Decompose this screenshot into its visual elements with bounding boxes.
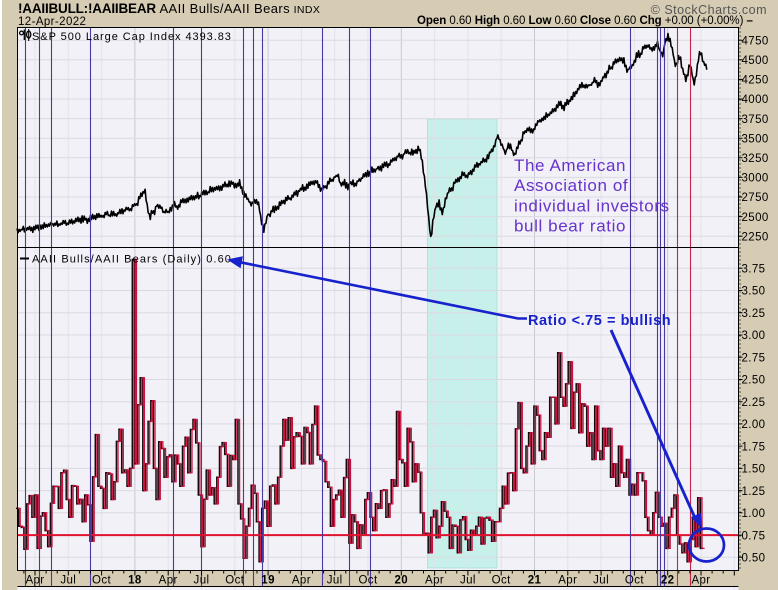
svg-text:1.25: 1.25: [742, 486, 766, 498]
svg-text:Jul: Jul: [194, 575, 210, 587]
svg-text:20: 20: [395, 575, 409, 587]
svg-text:Oct: Oct: [358, 575, 377, 587]
svg-text:Apr: Apr: [25, 575, 44, 587]
svg-text:3250: 3250: [742, 153, 769, 165]
svg-text:2.50: 2.50: [742, 375, 766, 387]
svg-text:1.50: 1.50: [742, 464, 766, 476]
svg-text:4000: 4000: [742, 94, 769, 106]
svg-text:Jul: Jul: [60, 575, 76, 587]
svg-text:3.50: 3.50: [742, 286, 766, 298]
svg-text:Oct: Oct: [225, 575, 244, 587]
svg-text:3000: 3000: [742, 173, 769, 185]
svg-text:4750: 4750: [742, 35, 769, 47]
svg-text:Oct: Oct: [492, 575, 511, 587]
svg-text:AAII Bulls/AAII Bears (Daily): AAII Bulls/AAII Bears (Daily) 0.60: [32, 254, 232, 266]
svg-text:19: 19: [261, 575, 275, 587]
svg-text:2750: 2750: [742, 192, 769, 204]
svg-text:Apr: Apr: [292, 575, 311, 587]
svg-text:0.50: 0.50: [742, 553, 766, 565]
svg-text:The American: The American: [514, 156, 626, 175]
svg-text:Apr: Apr: [159, 575, 178, 587]
svg-text:2.25: 2.25: [742, 397, 766, 409]
svg-text:18: 18: [128, 575, 142, 587]
svg-text:1.75: 1.75: [742, 441, 766, 453]
svg-text:Apr: Apr: [558, 575, 577, 587]
svg-text:Apr: Apr: [691, 575, 710, 587]
svg-text:2250: 2250: [742, 231, 769, 243]
svg-text:individual investors: individual investors: [514, 196, 670, 215]
svg-text:2500: 2500: [742, 212, 769, 224]
svg-text:Ratio <.75 = bullish: Ratio <.75 = bullish: [528, 313, 671, 329]
svg-text:S&P 500 Large Cap Index 4393.8: S&P 500 Large Cap Index 4393.83: [32, 31, 232, 43]
svg-text:21: 21: [528, 575, 542, 587]
svg-text:1.00: 1.00: [742, 508, 766, 520]
svg-text:22: 22: [661, 575, 675, 587]
svg-text:4250: 4250: [742, 75, 769, 87]
svg-text:Oct: Oct: [625, 575, 644, 587]
svg-text:Jul: Jul: [460, 575, 476, 587]
svg-text:Apr: Apr: [425, 575, 444, 587]
svg-text:3750: 3750: [742, 114, 769, 126]
svg-text:Jul: Jul: [327, 575, 343, 587]
svg-text:3500: 3500: [742, 133, 769, 145]
svg-text:2.75: 2.75: [742, 352, 766, 364]
svg-text:Association of: Association of: [514, 176, 628, 195]
svg-text:3.25: 3.25: [742, 308, 766, 320]
svg-text:Oct: Oct: [92, 575, 111, 587]
svg-text:3.75: 3.75: [742, 264, 766, 276]
svg-text:Jul: Jul: [593, 575, 609, 587]
svg-text:bull bear ratio: bull bear ratio: [514, 217, 626, 236]
svg-text:4500: 4500: [742, 55, 769, 67]
svg-text:2.00: 2.00: [742, 419, 766, 431]
svg-text:3.00: 3.00: [742, 330, 766, 342]
svg-text:0.75: 0.75: [742, 530, 766, 542]
